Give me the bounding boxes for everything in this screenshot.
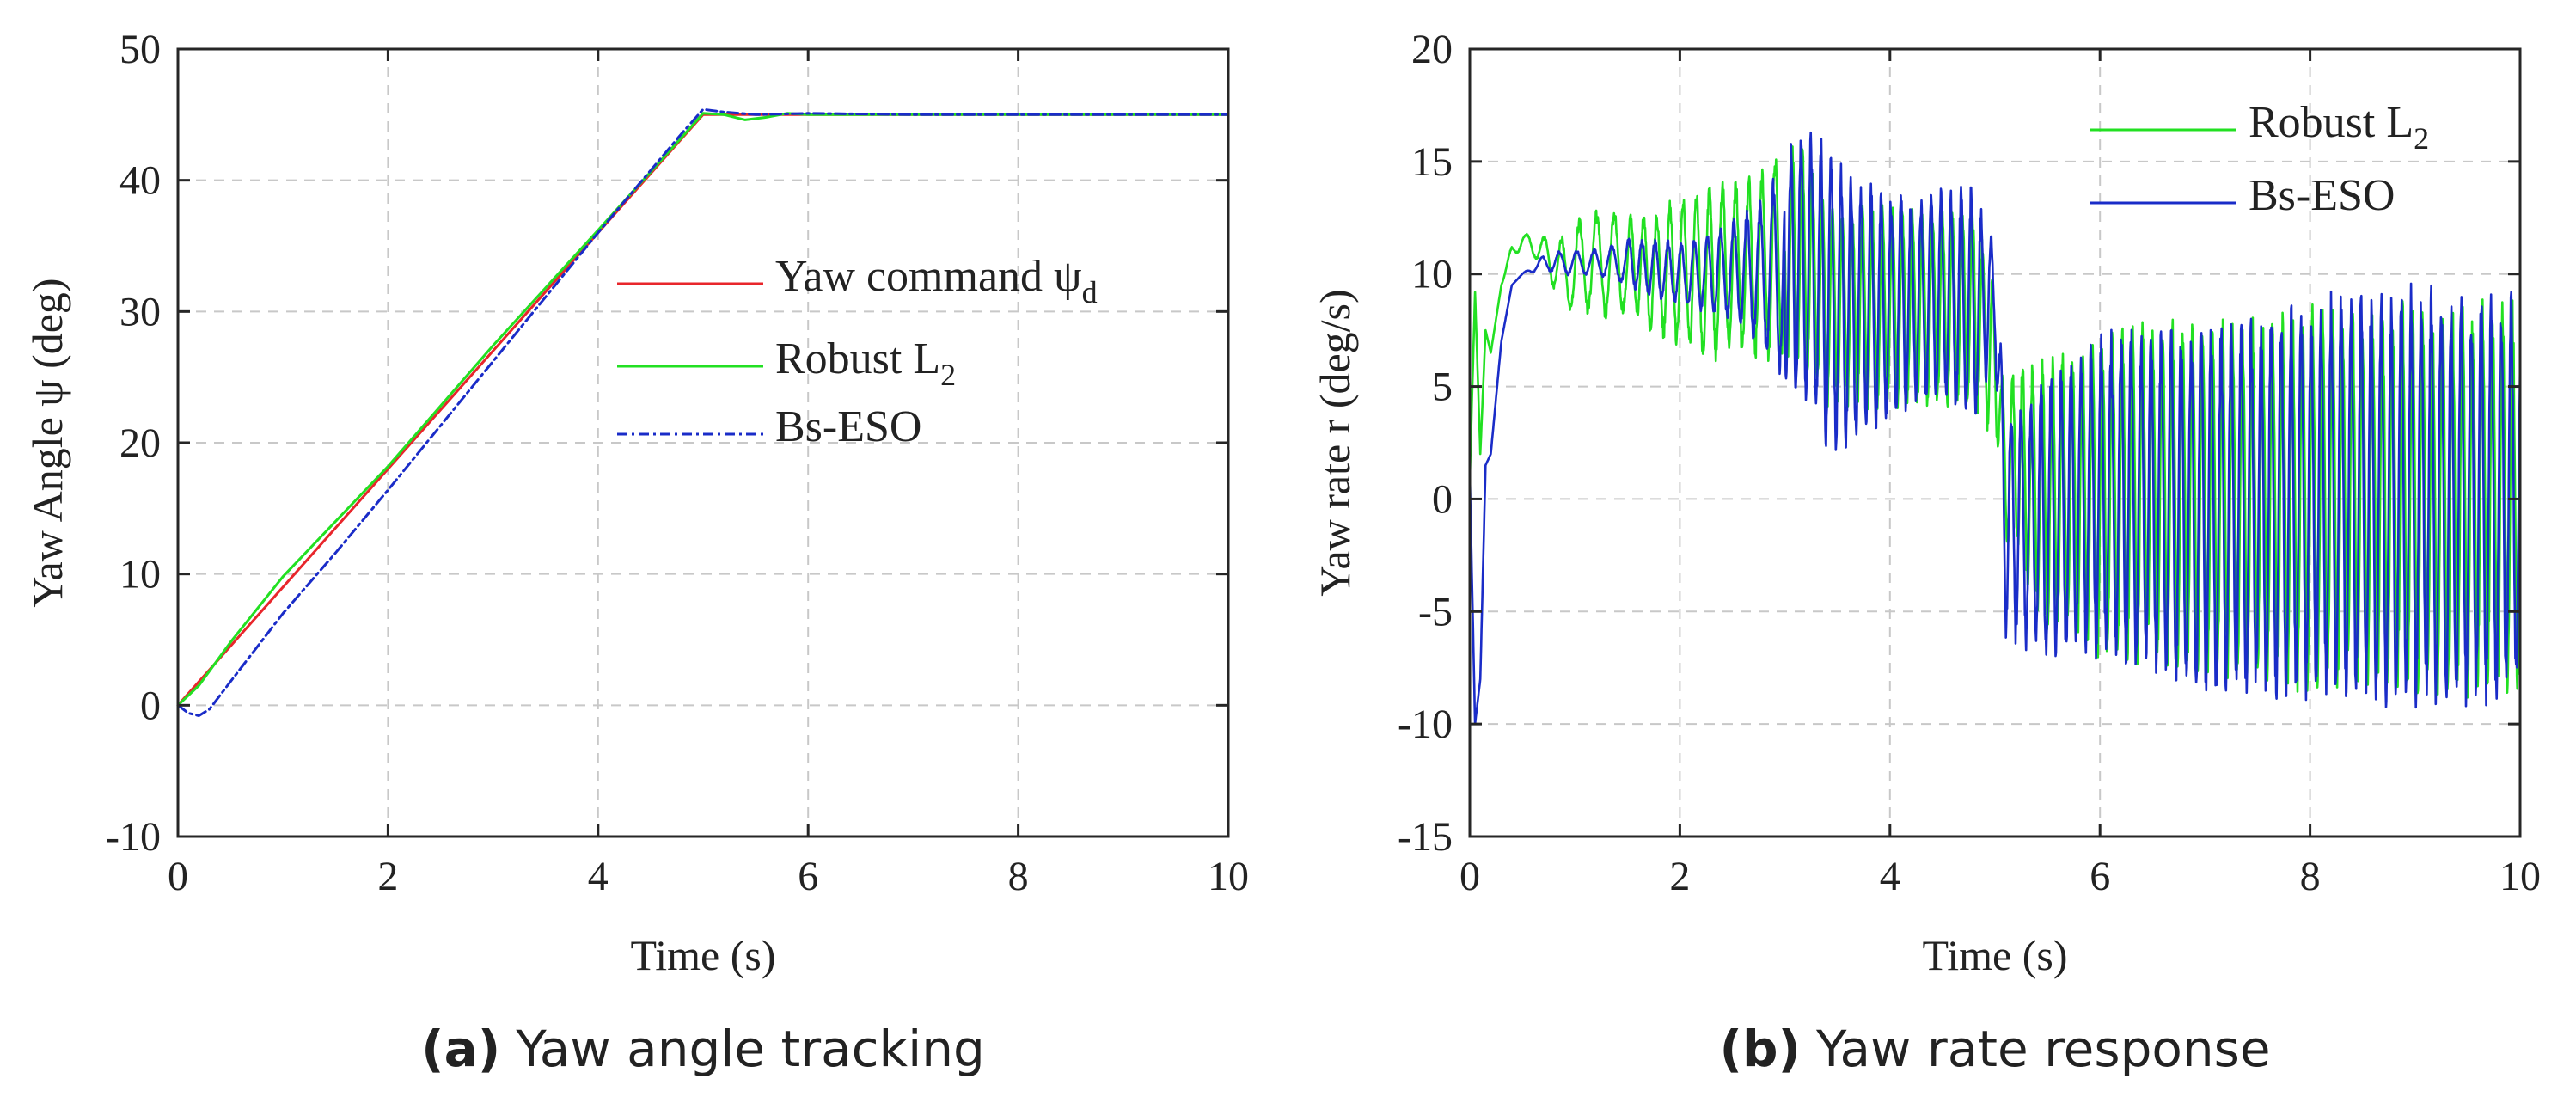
- y-tick-label: 20: [1411, 27, 1453, 72]
- y-tick-label: 0: [140, 683, 161, 728]
- x-tick-label: 6: [2090, 854, 2110, 899]
- y-tick-label: 40: [119, 158, 161, 204]
- legend-b-label-bs-eso: Bs-ESO: [2249, 171, 2395, 220]
- y-tick-label: 15: [1411, 139, 1453, 185]
- caption-a: (a) Yaw angle tracking: [421, 1020, 985, 1078]
- panel-b-yaw-rate: 0 2 4 6 8 10 -15 -10 -5 0 5 10 15 20 Time (s) Yaw rat…: [1311, 27, 2541, 979]
- x-tick-label: 2: [377, 854, 398, 899]
- y-tick-label: 30: [119, 289, 161, 334]
- x-tick-label: 10: [2500, 854, 2541, 899]
- legend-a-label-robust-l2: Robust L2: [775, 334, 956, 392]
- y-tick-label: -10: [106, 814, 161, 860]
- series-line-bs-eso: [176, 107, 1230, 717]
- x-tick-label: 0: [1459, 854, 1480, 899]
- y-tick-label: 0: [1432, 476, 1453, 522]
- x-tick-label: 2: [1669, 854, 1690, 899]
- series-line-bs-eso: [1468, 131, 2522, 726]
- legend-b-label-robust-l2: Robust L2: [2249, 98, 2429, 156]
- panel-b-ylabel: Yaw rate r (deg/s): [1311, 289, 1359, 596]
- x-tick-label: 6: [798, 854, 818, 899]
- panel-a-series: [176, 107, 1230, 717]
- legend-a-label-yaw-command: Yaw command ψd: [775, 252, 1098, 309]
- panel-a-ylabel: Yaw Angle ψ (deg): [23, 278, 71, 607]
- panel-b-axes-frame: [1468, 47, 2522, 838]
- x-tick-label: 10: [1208, 854, 1249, 899]
- x-tick-label: 0: [168, 854, 188, 899]
- series-line-yaw-command-d: [176, 113, 1230, 707]
- y-tick-label: 10: [119, 552, 161, 598]
- x-tick-label: 4: [588, 854, 609, 899]
- panel-b-ticks: 0 2 4 6 8 10 -15 -10 -5 0 5 10 15 20: [1398, 27, 2541, 899]
- panel-a-xlabel: Time (s): [630, 931, 775, 979]
- x-tick-label: 4: [1880, 854, 1900, 899]
- panel-a-legend: Yaw command ψd Robust L2 Bs-ESO: [617, 252, 1098, 451]
- panel-a-grid: [178, 49, 1228, 837]
- panel-b-series: [1468, 131, 2522, 726]
- y-tick-label: -15: [1398, 814, 1453, 860]
- y-tick-label: -5: [1418, 589, 1453, 634]
- y-tick-label: 50: [119, 27, 161, 72]
- x-tick-label: 8: [2300, 854, 2321, 899]
- series-line-robust-l2: [176, 112, 1230, 707]
- caption-b: (b) Yaw rate response: [1719, 1020, 2270, 1078]
- y-tick-label: 20: [119, 420, 161, 466]
- legend-a-label-bs-eso: Bs-ESO: [775, 402, 921, 451]
- y-tick-label: 10: [1411, 252, 1453, 297]
- panel-b-xlabel: Time (s): [1922, 931, 2067, 979]
- panel-b-legend: Robust L2 Bs-ESO: [2090, 98, 2429, 220]
- y-tick-label: 5: [1432, 365, 1453, 410]
- x-tick-label: 8: [1008, 854, 1029, 899]
- y-tick-label: -10: [1398, 702, 1453, 747]
